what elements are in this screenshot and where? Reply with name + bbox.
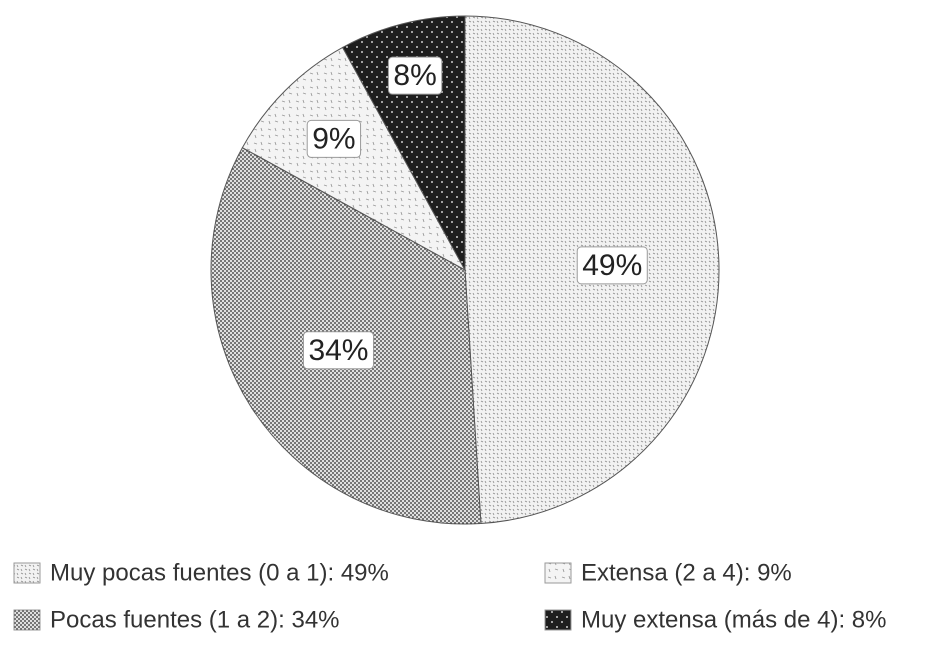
slice-data-label-text: 8% <box>393 59 436 92</box>
slice-data-label-text: 34% <box>308 334 368 367</box>
legend-swatch <box>13 609 41 631</box>
legend-label: Muy pocas fuentes (0 a 1): 49% <box>50 560 389 587</box>
pie-slices <box>210 15 720 525</box>
pie-data-labels: 49% 34% 9% 8% <box>302 56 648 370</box>
slice-data-label: 49% <box>576 246 648 285</box>
slice-data-label: 8% <box>387 56 443 95</box>
legend-label: Muy extensa (más de 4): 8% <box>581 607 886 634</box>
slice-data-label: 9% <box>306 119 362 158</box>
legend-entry: Muy pocas fuentes (0 a 1): 49% <box>13 560 389 587</box>
slice-data-label-box <box>576 246 648 285</box>
legend-swatch <box>544 562 572 584</box>
legend-swatch <box>544 609 572 631</box>
slice-data-label: 34% <box>302 331 374 370</box>
legend-entry: Pocas fuentes (1 a 2): 34% <box>13 607 340 634</box>
legend-label: Extensa (2 a 4): 9% <box>581 560 792 587</box>
legend-entry: Extensa (2 a 4): 9% <box>544 560 792 587</box>
legend: Muy pocas fuentes (0 a 1): 49% Pocas fuen… <box>13 560 886 634</box>
slice-data-label-box <box>306 119 362 158</box>
pie-slice <box>241 46 467 272</box>
slice-data-label-text: 49% <box>582 249 642 282</box>
legend-swatch <box>13 562 41 584</box>
legend-label: Pocas fuentes (1 a 2): 34% <box>50 607 340 634</box>
slice-data-label-box <box>302 331 374 370</box>
slice-data-label-box <box>387 56 443 95</box>
slice-data-label-text: 9% <box>312 122 355 155</box>
legend-entry: Muy extensa (más de 4): 8% <box>544 607 886 634</box>
